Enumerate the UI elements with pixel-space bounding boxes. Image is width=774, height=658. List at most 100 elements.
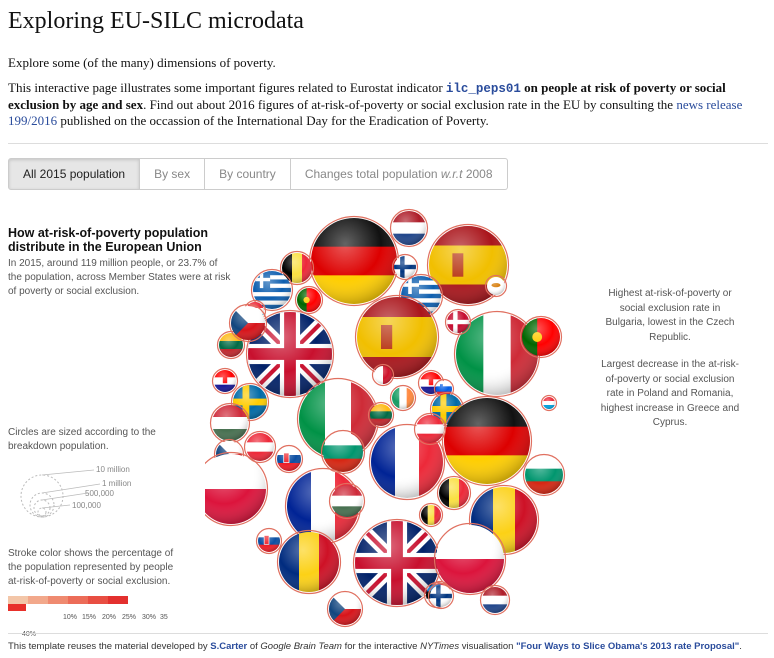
bubble-stroke <box>441 395 533 487</box>
country-bubble-cy[interactable] <box>487 277 505 295</box>
country-bubble-be[interactable] <box>282 253 313 283</box>
intro-text-3: published on the occassion of the Intern… <box>57 113 489 128</box>
bubble-stroke <box>522 453 566 497</box>
tab-by-sex-label: By sex <box>154 167 191 181</box>
footer-credit: This template reuses the material develo… <box>8 641 742 652</box>
footer-text: for the interactive <box>341 641 421 652</box>
country-bubble-bg[interactable] <box>323 432 363 473</box>
country-bubble-pl[interactable] <box>436 525 504 594</box>
country-bubble-sk[interactable] <box>258 530 280 553</box>
country-bubble-fi[interactable] <box>430 585 452 607</box>
country-bubble-bg[interactable] <box>525 456 563 495</box>
scale-highlight-swatch <box>8 604 26 611</box>
bubble-stroke <box>444 308 472 336</box>
key-fact-1: Highest at-risk-of-poverty or social exc… <box>605 288 735 343</box>
bubble-stroke <box>276 529 342 595</box>
bubble-stroke <box>367 401 395 429</box>
publication-name: NYTimes <box>420 641 460 652</box>
country-bubble-pt[interactable] <box>522 318 561 356</box>
tab-changes-2008[interactable]: Changes total population w.r.t 2008 <box>290 158 508 190</box>
country-bubble-dk[interactable] <box>447 311 469 333</box>
country-bubble-at[interactable] <box>246 433 274 462</box>
bubble-stroke <box>391 253 419 281</box>
bubble-stroke <box>371 363 395 387</box>
footer-text: of <box>247 641 261 652</box>
tab-changes-label: Changes total population <box>304 167 441 181</box>
tab-by-country[interactable]: By country <box>205 158 291 190</box>
tab-by-sex[interactable]: By sex <box>140 158 206 190</box>
intro-bold-text: on people at risk of poverty or social e… <box>8 80 726 112</box>
indicator-link[interactable]: ilc_peps01 <box>445 82 521 96</box>
country-bubble-fi[interactable] <box>394 256 416 278</box>
bubble-stroke <box>326 590 364 628</box>
country-bubble-lu[interactable] <box>543 397 555 410</box>
country-bubble-hr[interactable] <box>214 370 236 393</box>
tab-by-country-label: By country <box>219 167 276 181</box>
author-link[interactable]: S.Carter <box>210 641 248 652</box>
bubble-stroke <box>368 423 446 501</box>
country-bubble-be[interactable] <box>439 478 470 508</box>
country-bubble-pt[interactable] <box>297 288 322 312</box>
bubble-stroke <box>328 482 366 520</box>
country-bubble-sk[interactable] <box>277 447 301 472</box>
tab-changes-suffix: 2008 <box>462 167 493 181</box>
bubble-stroke <box>540 394 558 412</box>
country-bubbles <box>205 208 566 628</box>
country-bubble-mt[interactable] <box>374 366 393 384</box>
intro-paragraph: This interactive page illustrates some i… <box>8 80 764 129</box>
size-legend-label: 500,000 <box>85 489 114 498</box>
bubble-stroke <box>250 268 294 312</box>
nyt-visualisation-link[interactable]: "Four Ways to Slice Obama's 2013 rate Pr… <box>516 641 740 652</box>
bubble-stroke <box>413 412 447 446</box>
tab-all-population[interactable]: All 2015 population <box>8 158 141 190</box>
bubble-stroke <box>320 429 366 475</box>
bubble-stroke <box>519 315 563 359</box>
country-bubble-de[interactable] <box>444 398 530 485</box>
scale-swatch <box>48 596 68 604</box>
bubble-stroke <box>230 382 270 422</box>
bubble-stroke <box>243 430 277 464</box>
stroke-note: Stroke color shows the percentage of the… <box>8 548 174 587</box>
bubble-stroke <box>245 309 335 399</box>
country-bubble-ro[interactable] <box>279 532 340 592</box>
scale-tick: 20% <box>102 614 116 621</box>
view-tabs: All 2015 population By sex By country Ch… <box>8 158 508 190</box>
size-note: Circles are sized according to the break… <box>8 427 156 452</box>
bubble-stroke <box>294 285 324 315</box>
footer-divider <box>8 633 768 634</box>
key-facts: Highest at-risk-of-poverty or social exc… <box>600 287 740 431</box>
country-bubble-at[interactable] <box>416 415 444 444</box>
country-bubble-cz[interactable] <box>231 306 265 341</box>
country-bubble-lt[interactable] <box>370 404 392 427</box>
scale-swatch <box>88 596 108 604</box>
country-bubble-nl[interactable] <box>392 211 426 246</box>
country-bubble-hu[interactable] <box>331 485 363 518</box>
footer-text: . <box>739 641 742 652</box>
country-bubble-ie[interactable] <box>392 387 415 409</box>
country-bubble-hu[interactable] <box>212 405 248 442</box>
scale-tick: 15% <box>82 614 96 621</box>
scale-swatch <box>28 596 48 604</box>
bubble-stroke <box>279 250 315 286</box>
country-bubble-cz[interactable] <box>329 593 361 626</box>
bubble-stroke <box>228 303 268 343</box>
bubble-stroke <box>479 584 511 616</box>
country-bubble-gr[interactable] <box>253 271 291 309</box>
bubble-stroke <box>484 274 508 298</box>
panel-heading: How at-risk-of-poverty population distri… <box>8 226 208 254</box>
country-bubble-es[interactable] <box>357 297 437 378</box>
bubble-stroke <box>468 484 540 556</box>
news-release-link[interactable]: news release 199/2016 <box>8 97 743 128</box>
bubble-stroke <box>205 451 269 527</box>
scale-tick: 35 <box>160 614 168 621</box>
country-bubble-uk[interactable] <box>248 312 332 396</box>
bubble-stroke <box>433 522 507 596</box>
bubble-stroke <box>389 384 417 412</box>
country-bubble-nl[interactable] <box>482 587 508 614</box>
scale-swatch <box>108 596 128 604</box>
country-bubble-de[interactable] <box>311 218 397 305</box>
scale-tick: 10% <box>63 614 77 621</box>
country-bubble-be[interactable] <box>421 505 442 525</box>
footer-text: This template reuses the material develo… <box>8 641 211 652</box>
country-bubble-lt[interactable] <box>219 333 243 358</box>
